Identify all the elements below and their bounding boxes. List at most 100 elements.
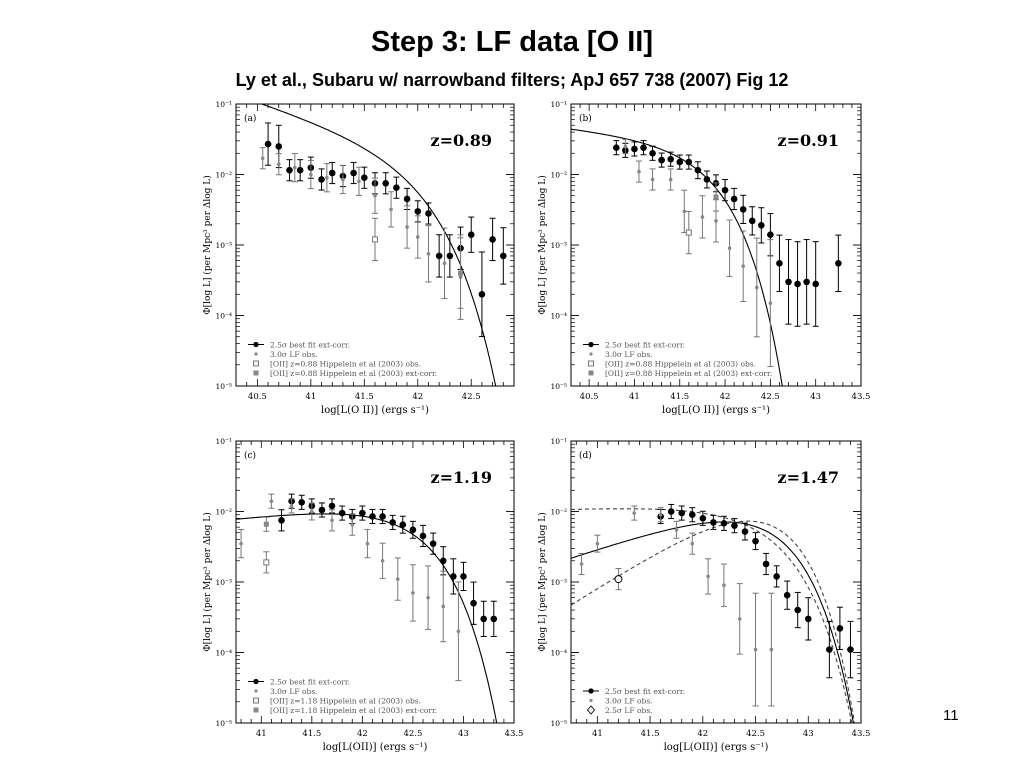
y-tick-label: 10⁻¹ — [550, 437, 567, 446]
y-axis-label: Φ[log L] (per Mpc³ per Δlog L) — [537, 175, 548, 315]
y-tick-label: 10⁻³ — [215, 578, 232, 587]
data-point-filled-circle — [649, 149, 656, 157]
data-point-filled-circle — [699, 515, 707, 522]
y-tick-label: 10⁻¹ — [550, 100, 567, 109]
x-tick-label: 41.5 — [355, 392, 374, 402]
legend-filled-square — [253, 370, 259, 376]
data-points — [238, 493, 498, 682]
data-point-filled-circle — [450, 573, 457, 580]
x-tick-label: 41 — [305, 392, 316, 402]
legend-open-square — [253, 697, 259, 704]
panel-a: 40.5 41 41.5 42 42.5 10⁻⁵ 10⁻⁴ 10⁻³ 10⁻² 10⁻¹ log[… — [202, 100, 515, 416]
legend-filled-circle — [588, 341, 594, 348]
data-point-filled-circle — [338, 509, 346, 517]
y-tick-label: 10⁻³ — [215, 241, 232, 250]
legend-filled-circle — [588, 688, 594, 694]
data-point-dot — [682, 209, 687, 214]
data-point-filled-circle — [785, 278, 792, 286]
data-point-filled-circle — [478, 290, 486, 298]
x-tick-label: 43 — [458, 729, 469, 739]
x-tick-label: 43 — [803, 729, 814, 739]
y-tick-label: 10⁻¹ — [215, 437, 232, 446]
x-axis-label: log[L(OII)] (ergs s⁻¹) — [664, 742, 769, 753]
legend-label: [OII] z=0.88 Hippelein et al (2003) ext-… — [270, 369, 437, 378]
data-point-filled-circle — [776, 260, 783, 267]
legend-label: [OII] z=1.18 Hippelein et al (2003) ext-… — [270, 706, 437, 715]
x-tick-label: 41.5 — [302, 729, 321, 739]
redshift-label: z=1.47 — [778, 468, 839, 487]
legend-label: [OII] z=0.88 Hippelein et al (2003) ext-… — [605, 369, 772, 378]
data-point-filled-circle — [435, 252, 443, 260]
x-tick-label: 42.5 — [761, 392, 780, 402]
y-tick-label: 10⁻⁵ — [550, 719, 567, 728]
x-tick-label: 41 — [629, 392, 640, 402]
data-point-dot — [411, 591, 415, 595]
data-point-filled-circle — [414, 208, 422, 215]
data-point-dot — [293, 165, 297, 170]
data-point-filled-circle — [731, 522, 738, 529]
data-point-dot — [310, 509, 314, 514]
panel-c: 41 41.5 42 42.5 43 43.5 10⁻⁵ 10⁻⁴ 10⁻³ 10⁻² 10⁻¹ lo… — [202, 437, 523, 753]
schechter-fit-curve — [571, 508, 853, 723]
x-axis-label: log[L(O II)] (ergs s⁻¹) — [321, 405, 429, 416]
x-tick-label: 41 — [592, 729, 603, 739]
data-point-dot — [426, 595, 430, 600]
data-point-dot — [389, 207, 393, 212]
data-point-dot — [395, 577, 400, 581]
data-point-filled-circle — [490, 615, 498, 623]
data-point-filled-circle — [804, 615, 812, 623]
data-point-filled-circle — [836, 625, 844, 632]
data-point-filled-circle — [613, 144, 620, 151]
data-point-filled-circle — [446, 252, 454, 260]
redshift-label: z=0.89 — [431, 131, 492, 150]
data-point-filled-circle — [631, 145, 638, 153]
data-point-dot — [690, 541, 695, 546]
data-point-filled-circle — [835, 260, 842, 267]
data-point-filled-circle — [748, 217, 756, 225]
legend-dot — [254, 352, 258, 356]
data-point-filled-circle — [489, 236, 496, 243]
data-point-filled-circle — [741, 528, 749, 535]
y-tick-label: 10⁻² — [215, 171, 232, 180]
x-tick-label: 41 — [256, 729, 267, 739]
data-point-filled-circle — [409, 526, 417, 534]
slide-title: Step 3: LF data [O II] — [371, 26, 653, 58]
schechter-fit-curve — [571, 520, 856, 723]
fit-curves — [260, 104, 497, 386]
x-tick-label: 42.5 — [403, 729, 422, 739]
legend-label: 2.5σ best fit ext-corr. — [605, 341, 685, 350]
data-points — [578, 503, 854, 707]
data-point-dot — [269, 499, 274, 503]
data-point-dot — [623, 144, 628, 149]
data-point-dot — [768, 301, 773, 305]
x-axis-label: log[L(OII)] (ergs s⁻¹) — [323, 742, 428, 753]
legend-open-square — [588, 360, 594, 367]
data-point-dot — [330, 518, 334, 523]
panel-d: 41 41.5 42 42.5 43 43.5 10⁻⁵ 10⁻⁴ 10⁻³ 10⁻² 10⁻¹ lo… — [537, 437, 870, 753]
data-point-filled-circle — [298, 499, 306, 506]
fit-curves — [571, 508, 856, 723]
y-tick-label: 10⁻² — [550, 171, 567, 180]
data-point-filled-circle — [328, 169, 336, 177]
data-point-dot — [373, 193, 377, 198]
y-tick-label: 10⁻⁵ — [550, 382, 567, 391]
data-point-filled-circle — [667, 155, 674, 163]
legend-dot — [589, 698, 593, 703]
data-point-dot — [442, 261, 447, 266]
data-point-filled-circle — [710, 519, 717, 526]
data-point-dot — [714, 219, 718, 223]
data-point-dot — [727, 246, 732, 251]
data-point-filled-circle — [460, 573, 467, 580]
y-axis-label: Φ[log L] (per Mpc³ per Δlog L) — [537, 512, 548, 652]
data-point-filled-circle — [429, 540, 437, 547]
data-point-filled-circle — [730, 195, 738, 203]
data-point-filled-circle — [739, 206, 747, 213]
x-tick-label: 42.5 — [746, 729, 765, 739]
data-point-open-square — [372, 236, 378, 243]
data-point-filled-circle — [703, 176, 711, 183]
x-tick-label: 42.5 — [462, 392, 481, 402]
data-point-dot — [737, 617, 742, 621]
x-tick-label: 41.5 — [641, 729, 660, 739]
x-tick-label: 40.5 — [248, 392, 267, 402]
data-point-open-diamond — [614, 575, 623, 584]
